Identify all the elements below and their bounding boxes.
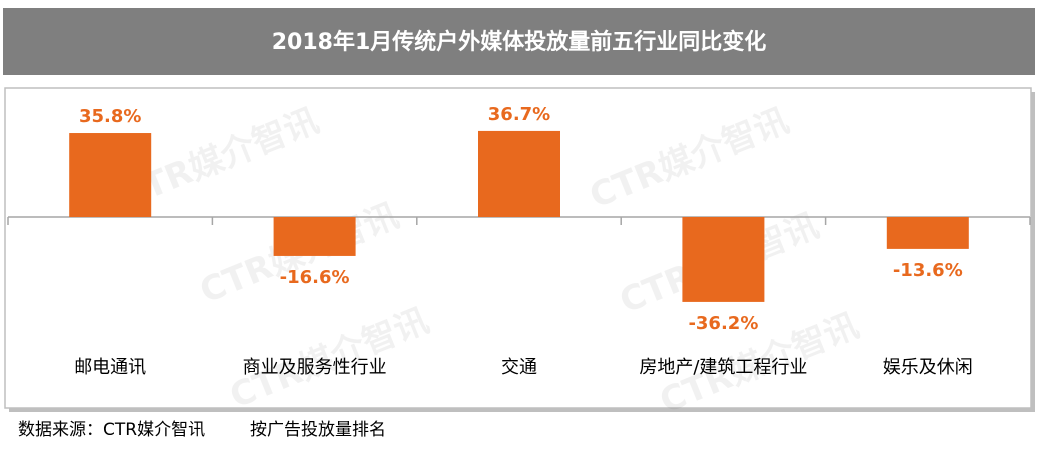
bar — [682, 217, 765, 302]
title-banner — [3, 8, 1035, 75]
bar — [886, 217, 969, 249]
value-label: -13.6% — [893, 260, 963, 281]
ranking-note: 按广告投放量排名 — [250, 420, 386, 440]
value-label: -36.2% — [688, 313, 758, 334]
x-tick-label: 房地产/建筑工程行业 — [639, 357, 807, 378]
x-tick-label: 交通 — [501, 357, 537, 378]
source-note: 数据来源：CTR媒介智讯 — [18, 420, 205, 440]
bar — [69, 133, 152, 217]
value-label: -16.6% — [280, 267, 350, 288]
x-tick-label: 商业及服务性行业 — [243, 357, 387, 378]
value-label: 36.7% — [488, 104, 550, 125]
bar — [273, 217, 356, 256]
value-label: 35.8% — [79, 106, 141, 127]
bar — [478, 130, 560, 217]
chart-title: 2018年1月传统户外媒体投放量前五行业同比变化 — [272, 29, 767, 55]
x-tick-label: 娱乐及休闲 — [883, 357, 973, 378]
x-tick-label: 邮电通讯 — [74, 357, 146, 378]
